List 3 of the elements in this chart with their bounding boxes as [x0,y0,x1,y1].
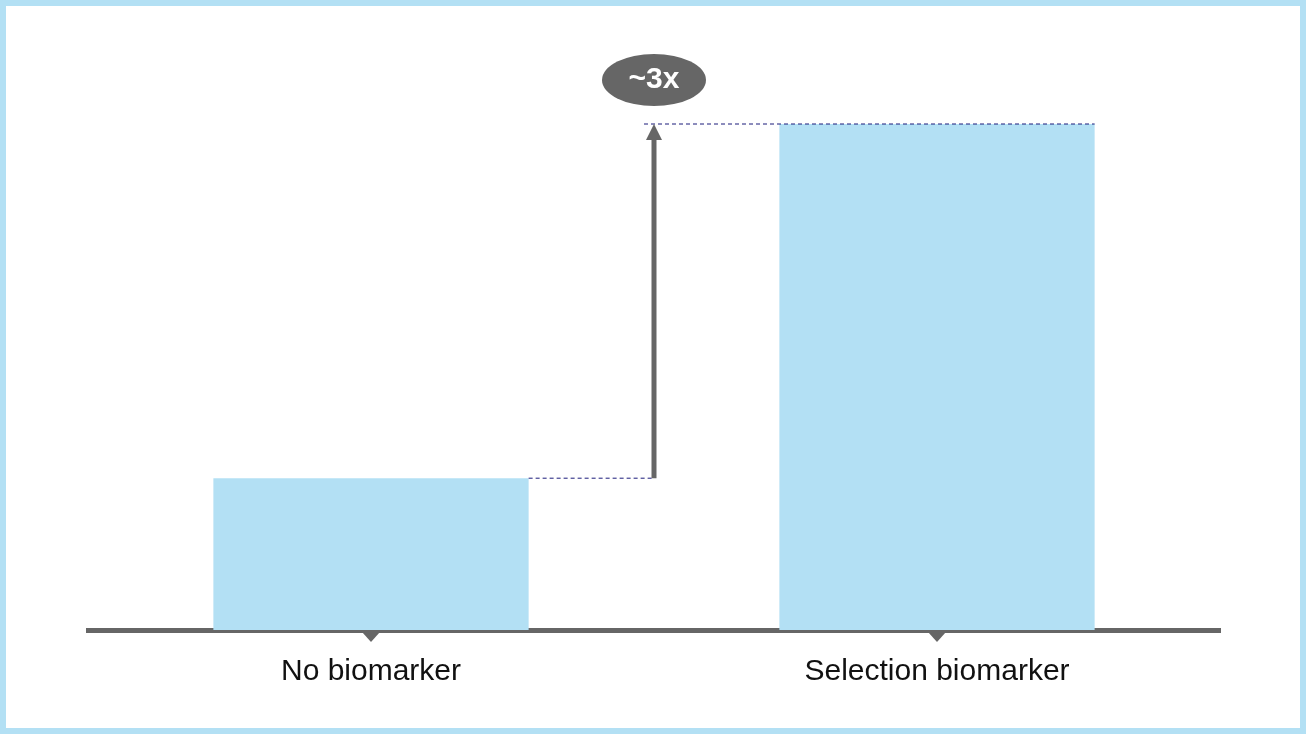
x-tick-label: Selection biomarker [804,653,1070,687]
x-tick-label: No biomarker [280,653,462,687]
text: ~3x [628,61,680,95]
